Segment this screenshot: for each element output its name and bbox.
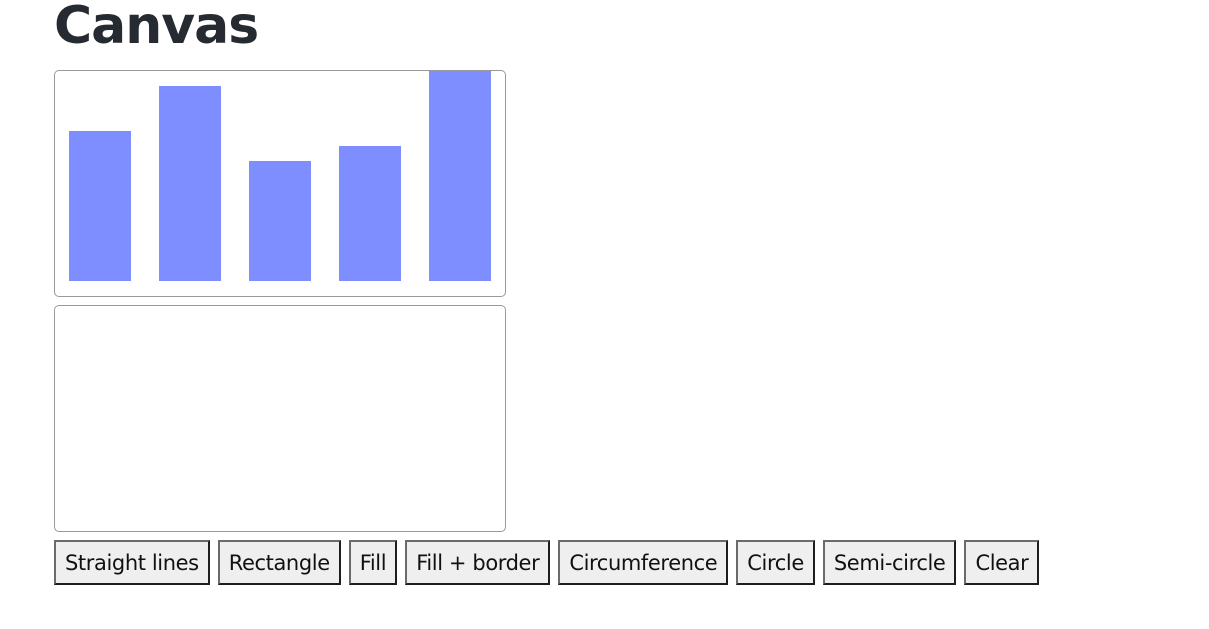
bar-1: [69, 131, 131, 281]
bar-chart-svg: [69, 71, 491, 281]
bar-3: [249, 161, 311, 281]
bar-2: [159, 86, 221, 281]
bar-4: [339, 146, 401, 281]
circumference-button[interactable]: Circumference: [558, 540, 729, 585]
straight-lines-button[interactable]: Straight lines: [54, 540, 210, 585]
clear-button[interactable]: Clear: [964, 540, 1040, 585]
page-title: Canvas: [54, 0, 259, 56]
circle-button[interactable]: Circle: [736, 540, 815, 585]
semi-circle-button[interactable]: Semi-circle: [822, 540, 957, 585]
drawing-canvas[interactable]: [54, 305, 506, 532]
bar-chart-canvas[interactable]: [54, 70, 506, 297]
fill-button[interactable]: Fill: [348, 540, 398, 585]
fill-border-button[interactable]: Fill + border: [405, 540, 551, 585]
rectangle-button[interactable]: Rectangle: [217, 540, 341, 585]
toolbar: Straight lines Rectangle Fill Fill + bor…: [54, 540, 1040, 585]
bar-5: [429, 71, 491, 281]
